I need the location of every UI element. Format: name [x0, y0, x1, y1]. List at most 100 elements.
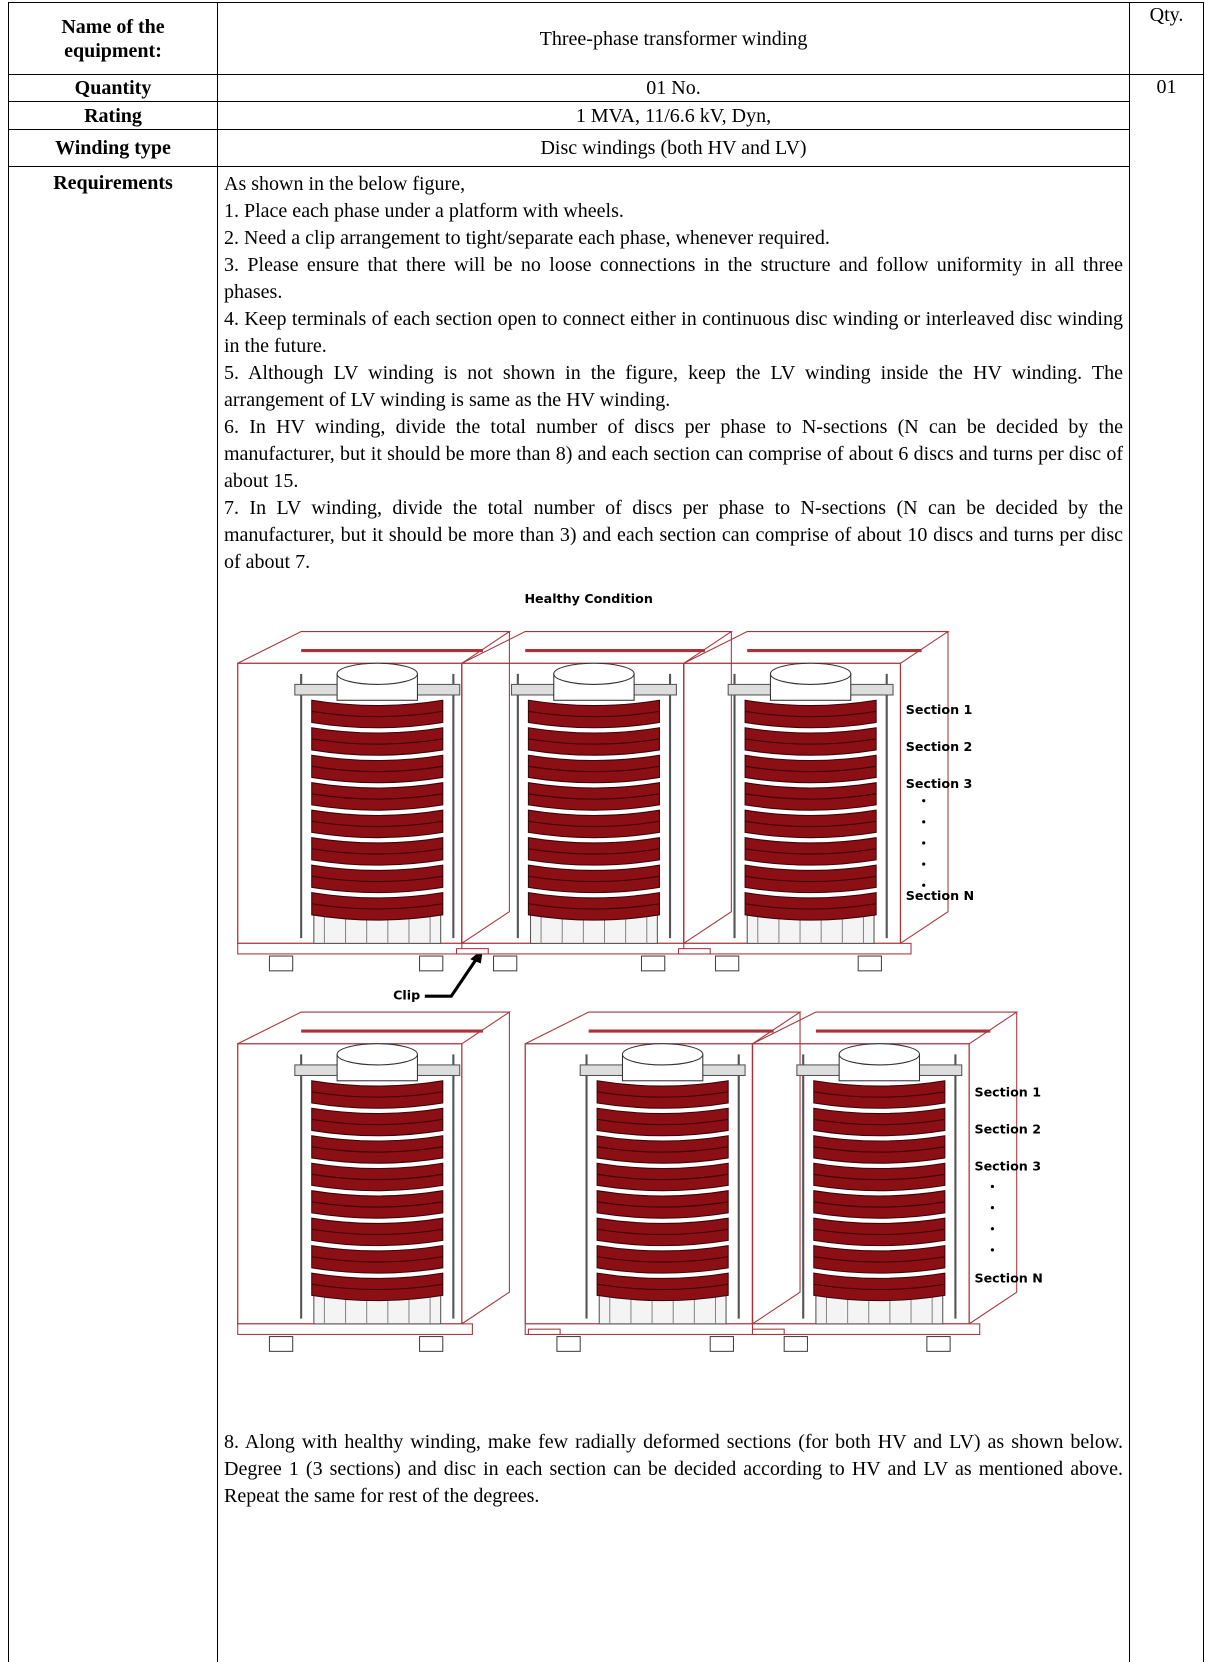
platform — [751, 1323, 981, 1335]
section-label: Section 2 — [906, 739, 973, 754]
disc — [596, 1217, 729, 1247]
core-top — [553, 662, 635, 685]
dot — [990, 1206, 994, 1210]
dot — [922, 799, 926, 803]
wheel — [709, 1336, 734, 1352]
disc-line — [744, 820, 877, 828]
disc-line — [597, 1173, 729, 1181]
frame-back — [752, 1011, 1019, 1325]
disc-line — [311, 820, 443, 828]
disc — [596, 1080, 729, 1109]
item: 4. Keep terminals of each section open t… — [224, 308, 1123, 357]
platform — [524, 1323, 764, 1335]
wheel — [419, 955, 444, 972]
clip-label: Clip — [393, 987, 420, 1002]
disc — [311, 864, 444, 894]
row-label: Quantity — [8, 74, 218, 102]
disc — [311, 1080, 444, 1109]
disc-line — [311, 1173, 443, 1181]
core-top — [621, 1043, 704, 1066]
row-value: 1 MVA, 11/6.6 kV, Dyn, — [217, 101, 1130, 130]
section-label: Section 1 — [906, 702, 973, 717]
disc-line — [813, 1173, 945, 1181]
item: 1. Place each phase under a platform wit… — [224, 200, 624, 222]
disc — [311, 1162, 444, 1192]
core-top — [336, 1043, 418, 1066]
disc — [813, 1190, 946, 1219]
clip — [677, 948, 711, 955]
frame-back — [461, 631, 734, 944]
wheel — [556, 1336, 581, 1352]
wheel — [268, 955, 294, 972]
disc-line — [744, 710, 877, 718]
disc — [527, 754, 660, 784]
disc — [311, 1217, 444, 1247]
disc — [813, 1217, 946, 1247]
wheel — [857, 955, 882, 972]
core-top — [838, 1043, 921, 1066]
disc-line — [311, 903, 443, 910]
core-top — [769, 662, 852, 685]
spec-table: Name of the equipment: Three-phase trans… — [8, 2, 1204, 1662]
disc — [311, 699, 444, 729]
disc — [311, 809, 444, 839]
dot — [922, 883, 926, 887]
disc-line — [528, 793, 660, 800]
wheel — [268, 1336, 294, 1352]
disc-line — [311, 1118, 443, 1126]
disc — [527, 809, 660, 839]
wheel — [714, 955, 740, 972]
dot — [922, 820, 926, 824]
disc — [596, 1107, 729, 1137]
disc-line — [744, 793, 877, 800]
item: 2. Need a clip arrangement to tight/sepa… — [224, 227, 830, 249]
disc-line — [311, 710, 443, 718]
section-label: Section N — [906, 888, 974, 903]
disc-line — [813, 1091, 945, 1098]
disc — [311, 754, 444, 784]
platform — [461, 942, 695, 955]
disc — [813, 1245, 946, 1274]
wheel — [419, 1336, 444, 1352]
disc-line — [311, 1146, 443, 1153]
disc-line — [528, 765, 660, 773]
wheel — [640, 955, 666, 972]
disc-line — [597, 1118, 729, 1126]
wheel — [783, 1336, 808, 1352]
disc-line — [528, 710, 660, 718]
requirements: As shown in the below figure, 1. Place e… — [217, 166, 1130, 1662]
name-label: Name of the equipment: — [8, 2, 218, 75]
equipment-name: Three-phase transformer winding — [217, 2, 1130, 75]
disc-line — [597, 1256, 729, 1263]
disc-line — [311, 1283, 443, 1291]
intro: As shown in the below figure, — [224, 173, 466, 195]
disc — [311, 1135, 444, 1164]
disc-line — [813, 1256, 945, 1263]
disc — [311, 837, 444, 866]
frame-back — [237, 1011, 512, 1325]
frame-back — [524, 1011, 802, 1325]
clip — [527, 1328, 561, 1335]
disc — [813, 1272, 946, 1302]
figure-title: Healthy Condition — [524, 591, 652, 606]
disc — [311, 892, 444, 921]
clip — [751, 1328, 785, 1335]
disc — [527, 727, 660, 756]
disc-line — [597, 1228, 729, 1236]
disc-line — [311, 793, 443, 800]
disc-line — [744, 738, 877, 745]
section-label: Section 2 — [974, 1122, 1041, 1137]
disc-line — [311, 1201, 443, 1208]
disc-line — [528, 875, 660, 883]
disc — [813, 1107, 946, 1137]
disc — [311, 1272, 444, 1302]
disc — [596, 1162, 729, 1192]
row-value: 01 No. — [217, 74, 1130, 102]
frame-back — [237, 631, 512, 944]
disc-line — [597, 1283, 729, 1291]
row-label: Rating — [8, 101, 218, 130]
disc-line — [528, 903, 660, 910]
disc-line — [528, 848, 660, 855]
disc-line — [311, 875, 443, 883]
item: 7. In LV winding, divide the total numbe… — [224, 497, 1123, 573]
